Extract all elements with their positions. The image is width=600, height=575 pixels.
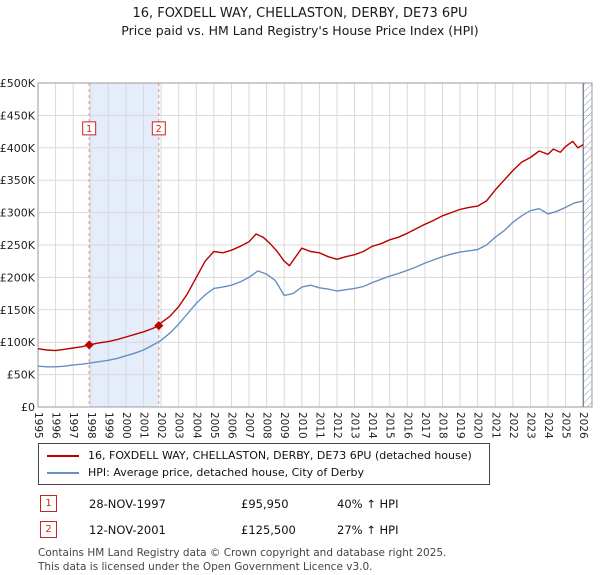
sale-1-price: £95,950 <box>241 496 289 511</box>
svg-text:2002: 2002 <box>155 412 167 439</box>
svg-text:2017: 2017 <box>419 412 431 439</box>
sale-1-hpi-delta: 40% ↑ HPI <box>337 496 399 511</box>
svg-text:£100K: £100K <box>0 337 36 350</box>
sale-2-hpi-delta: 27% ↑ HPI <box>337 522 399 537</box>
legend-row-property: 16, FOXDELL WAY, CHELLASTON, DERBY, DE73… <box>47 447 481 464</box>
svg-text:2026: 2026 <box>577 412 589 439</box>
svg-text:2016: 2016 <box>401 412 413 439</box>
svg-text:2003: 2003 <box>173 412 185 439</box>
svg-text:1998: 1998 <box>85 412 97 439</box>
svg-text:2009: 2009 <box>278 412 290 439</box>
legend-label-property: 16, FOXDELL WAY, CHELLASTON, DERBY, DE73… <box>88 449 472 463</box>
svg-text:2024: 2024 <box>542 412 554 439</box>
svg-text:2005: 2005 <box>208 412 220 439</box>
sale-1-date: 28-NOV-1997 <box>89 496 166 511</box>
page-subtitle: Price paid vs. HM Land Registry's House … <box>121 22 479 38</box>
svg-text:£250K: £250K <box>0 239 36 252</box>
svg-text:2006: 2006 <box>225 412 237 439</box>
sale-2-price: £125,500 <box>241 522 296 537</box>
svg-text:2007: 2007 <box>243 412 255 439</box>
svg-text:1: 1 <box>86 124 92 135</box>
svg-text:£400K: £400K <box>0 142 36 155</box>
legend-row-hpi: HPI: Average price, detached house, City… <box>47 464 481 481</box>
sale-1-marker: 1 <box>40 495 57 513</box>
chart-legend: 16, FOXDELL WAY, CHELLASTON, DERBY, DE73… <box>38 443 490 486</box>
svg-text:2019: 2019 <box>454 412 466 439</box>
svg-text:2011: 2011 <box>313 412 325 439</box>
page-title: 16, FOXDELL WAY, CHELLASTON, DERBY, DE73… <box>132 6 468 21</box>
svg-text:2000: 2000 <box>120 412 132 439</box>
sale-2-marker: 2 <box>40 521 57 539</box>
svg-text:£450K: £450K <box>0 110 36 123</box>
svg-text:£300K: £300K <box>0 207 36 220</box>
svg-text:2010: 2010 <box>296 412 308 439</box>
svg-text:2018: 2018 <box>437 412 449 439</box>
sale-row-1: 1 28-NOV-1997 £95,950 40% ↑ HPI <box>40 495 600 513</box>
svg-text:2014: 2014 <box>366 412 378 439</box>
svg-text:2004: 2004 <box>190 412 202 439</box>
sale-annotations: 1 28-NOV-1997 £95,950 40% ↑ HPI 2 12-NOV… <box>40 495 600 539</box>
property-line-swatch <box>47 454 79 457</box>
svg-text:£200K: £200K <box>0 272 36 285</box>
svg-text:£350K: £350K <box>0 175 36 188</box>
footer-line-2: This data is licensed under the Open Gov… <box>38 561 373 574</box>
svg-text:1997: 1997 <box>67 412 79 439</box>
hpi-line-swatch <box>47 471 79 474</box>
svg-text:2025: 2025 <box>560 412 572 439</box>
legend-label-hpi: HPI: Average price, detached house, City… <box>88 466 365 480</box>
svg-text:2015: 2015 <box>384 412 396 439</box>
svg-text:2013: 2013 <box>349 412 361 439</box>
svg-text:£50K: £50K <box>7 369 36 382</box>
svg-text:2021: 2021 <box>489 412 501 439</box>
svg-text:1995: 1995 <box>32 412 44 439</box>
sale-2-date: 12-NOV-2001 <box>89 522 166 537</box>
svg-text:2008: 2008 <box>261 412 273 439</box>
title-block: 16, FOXDELL WAY, CHELLASTON, DERBY, DE73… <box>0 0 600 39</box>
svg-text:2020: 2020 <box>472 412 484 439</box>
svg-text:2012: 2012 <box>331 412 343 439</box>
svg-text:£500K: £500K <box>0 77 36 90</box>
sale-row-2: 2 12-NOV-2001 £125,500 27% ↑ HPI <box>40 521 600 539</box>
svg-text:£0: £0 <box>21 401 35 414</box>
svg-text:2023: 2023 <box>524 412 536 439</box>
svg-text:2001: 2001 <box>138 412 150 439</box>
footer-copyright: Contains HM Land Registry data © Crown c… <box>38 547 600 574</box>
svg-text:1999: 1999 <box>102 412 114 439</box>
price-history-chart: 1 2 £0 £50K £100K £150K £200K £250K £300K £350K £4… <box>0 77 593 439</box>
svg-text:2: 2 <box>156 124 162 135</box>
svg-text:£150K: £150K <box>0 304 36 317</box>
svg-text:2022: 2022 <box>507 412 519 439</box>
footer-line-1: Contains HM Land Registry data © Crown c… <box>38 547 447 560</box>
svg-text:1996: 1996 <box>50 412 62 439</box>
